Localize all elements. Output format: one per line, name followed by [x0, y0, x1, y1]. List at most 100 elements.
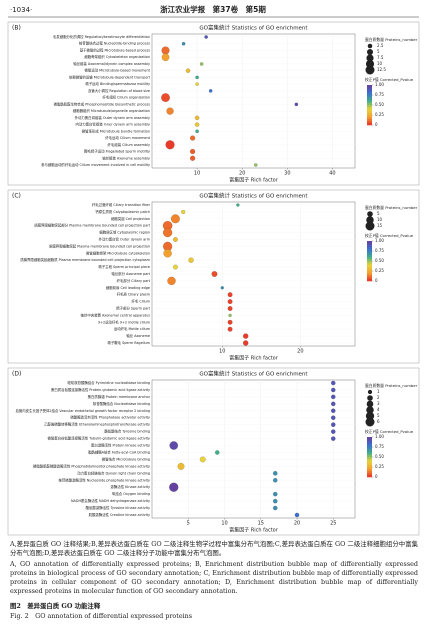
- colorbar-segment: [367, 463, 372, 466]
- y-tick-label: 纤毛组装 Cilium assembly: [108, 142, 150, 147]
- bubble: [177, 462, 185, 470]
- size-legend-title: 蛋白质数量 Proteins_number: [365, 37, 418, 42]
- x-tick-label: 20: [239, 171, 245, 177]
- color-legend-title: 校正P值 Corrected_Pvalue: [365, 429, 414, 434]
- y-tick-label: 轴丝组装 Axoneme assembly: [102, 155, 150, 160]
- y-tick-label: 精子主段 Sperm principal piece: [98, 264, 150, 269]
- bubble: [331, 394, 336, 400]
- colorbar-tick-label: 0: [375, 122, 378, 127]
- y-tick-label: 纤毛 Cilium: [131, 299, 150, 304]
- colorbar-segment: [367, 447, 372, 450]
- y-tick-label: 核苷酸结合过程 Nucleotide-binding process: [79, 41, 150, 46]
- size-legend-title: 蛋白质数量 Proteins_number: [365, 383, 418, 388]
- bubble: [199, 62, 204, 66]
- panel-frame: [7, 367, 420, 536]
- bubble: [227, 319, 233, 325]
- x-axis-label: 富集因子 Rich factor: [229, 527, 279, 534]
- bubble: [211, 271, 218, 277]
- size-legend-label: 10: [377, 61, 383, 66]
- size-legend-mark: [367, 389, 373, 395]
- bubble: [228, 313, 232, 318]
- colorbar-segment: [367, 439, 372, 442]
- colorbar-tick-label: 0.50: [375, 454, 384, 459]
- bubble: [215, 450, 220, 455]
- colorbar-tick-label: 0.25: [375, 112, 384, 117]
- colorbar-segment: [367, 243, 372, 246]
- colorbar-segment: [367, 459, 372, 462]
- y-tick-label: 轴丝部分 Axoneme part: [111, 271, 150, 276]
- bubble: [227, 292, 233, 298]
- bubble: [331, 429, 336, 434]
- bubble: [166, 107, 174, 115]
- size-legend-label: 5: [377, 49, 380, 54]
- colorbar-segment: [367, 473, 372, 476]
- y-tick-label: 酪氨酸激酶活性 Tyrosine kinase activity: [86, 505, 150, 510]
- bubble: [243, 333, 249, 339]
- y-tick-label: 外动力蛋白臂 Outer dynein arm: [99, 237, 151, 242]
- colorbar-tick-label: 1.00: [375, 434, 384, 439]
- colorbar-segment: [367, 467, 372, 470]
- size-legend-label: 6: [377, 419, 380, 424]
- panel-frame: [7, 189, 420, 364]
- y-tick-label: 血管大小调控 Regulation of blood size: [88, 88, 150, 93]
- colorbar-segment: [367, 249, 372, 252]
- y-tick-label: 微管蛋白谷氨酸连接酶活性 Tubulin-glutamic acid ligas…: [47, 436, 150, 441]
- colorbar-segment: [367, 87, 372, 90]
- y-tick-label: 磷酸酶激活剂活性 Phosphatase activator activity: [70, 415, 150, 420]
- y-tick-label: 轴丝中央装置 Axonemal central apparatus: [81, 312, 151, 317]
- colorbar-segment: [367, 107, 372, 110]
- y-tick-label: 微管细胞骨架 Microtubule cytoskeleton: [86, 250, 150, 255]
- bubble: [199, 456, 206, 463]
- colorbar-segment: [367, 109, 372, 112]
- caption-en: A, GO annotation of differentially expre…: [10, 560, 418, 595]
- size-legend-label: 1: [377, 389, 380, 394]
- y-tick-label: 磷脂酰肌醇生物合成 Phosphoinositide biosynthetic …: [54, 101, 151, 106]
- bubble: [195, 75, 199, 80]
- y-tick-label: 外动力蛋白臂组装 Outer dynein arm assembly: [75, 115, 150, 120]
- y-tick-label: 毛发细胞分化的调控 Regulation/keratinocyte differ…: [53, 34, 150, 39]
- panel-frame: [7, 21, 420, 186]
- y-tick-label: 蛋白质谷氨酸连接酶活性 Protein-glutamic acid ligase…: [51, 387, 150, 392]
- y-tick-label: 核苷酸酶结合 Nucleotidase binding: [93, 401, 150, 406]
- x-tick-label: 10: [219, 349, 225, 355]
- bubble: [167, 276, 176, 286]
- size-legend-mark: [367, 43, 373, 49]
- y-tick-label: 精子运动 Binding/spermatozoa motility: [85, 81, 150, 86]
- bubble: [273, 478, 278, 483]
- colorbar-segment: [367, 247, 372, 250]
- plot-area: [151, 379, 356, 519]
- y-tick-label: 纤毛部分 Ciliary part: [117, 278, 151, 283]
- bubble: [294, 102, 299, 107]
- colorbar-segment: [367, 121, 372, 124]
- y-tick-label: 纤毛组织 Cilium organization: [103, 95, 150, 100]
- bubble: [165, 140, 175, 150]
- size-legend-label: 5: [377, 413, 380, 418]
- y-tick-label: 蛋白激酶活性 Protein kinase activity: [91, 443, 150, 448]
- y-tick-label: 脂酰辅酶A结合 Fatty-acyl-CoA binding: [88, 449, 150, 454]
- size-legend-label: 10: [377, 217, 383, 222]
- colorbar-segment: [367, 119, 372, 122]
- y-tick-label: 9+2运动纤毛 9+2 motile cilium: [98, 319, 151, 324]
- colorbar-segment: [367, 103, 372, 106]
- colorbar-tick-label: 1.00: [375, 82, 384, 87]
- y-tick-label: 精子部分 Sperm part: [116, 306, 150, 311]
- y-tick-label: 内动力蛋白臂组装 Inner dynein arm assembly: [75, 122, 150, 127]
- colorbar-segment: [367, 265, 372, 268]
- y-tick-label: 微管运动 Microtubule-based movement: [85, 68, 151, 73]
- y-tick-label: 微管结合 Microtubule binding: [102, 456, 150, 461]
- y-tick-label: 微管束形成 Microtubule bundle formation: [82, 128, 150, 133]
- colorbar-segment: [367, 451, 372, 454]
- bubble: [331, 380, 336, 386]
- color-legend-title: 校正P值 Corrected_Pvalue: [365, 233, 414, 238]
- figure-title-zh: 图2 差异蛋白质 GO 功能注释: [10, 602, 101, 610]
- y-tick-label: 纤毛过渡纤维 Ciliary transition fiber: [92, 202, 151, 207]
- panel-label: (C): [12, 193, 21, 200]
- colorbar-segment: [367, 465, 372, 468]
- y-tick-label: 轴丝组装 Axonemal/dynein complex assembly: [73, 61, 150, 66]
- x-axis-label: 富集因子 Rich factor: [229, 177, 279, 184]
- x-tick-label: 30: [284, 171, 290, 177]
- y-tick-label: 肌酸激酶活性 Creatine kinase activity: [89, 512, 150, 517]
- size-legend-mark: [366, 54, 374, 62]
- bubble: [227, 299, 233, 304]
